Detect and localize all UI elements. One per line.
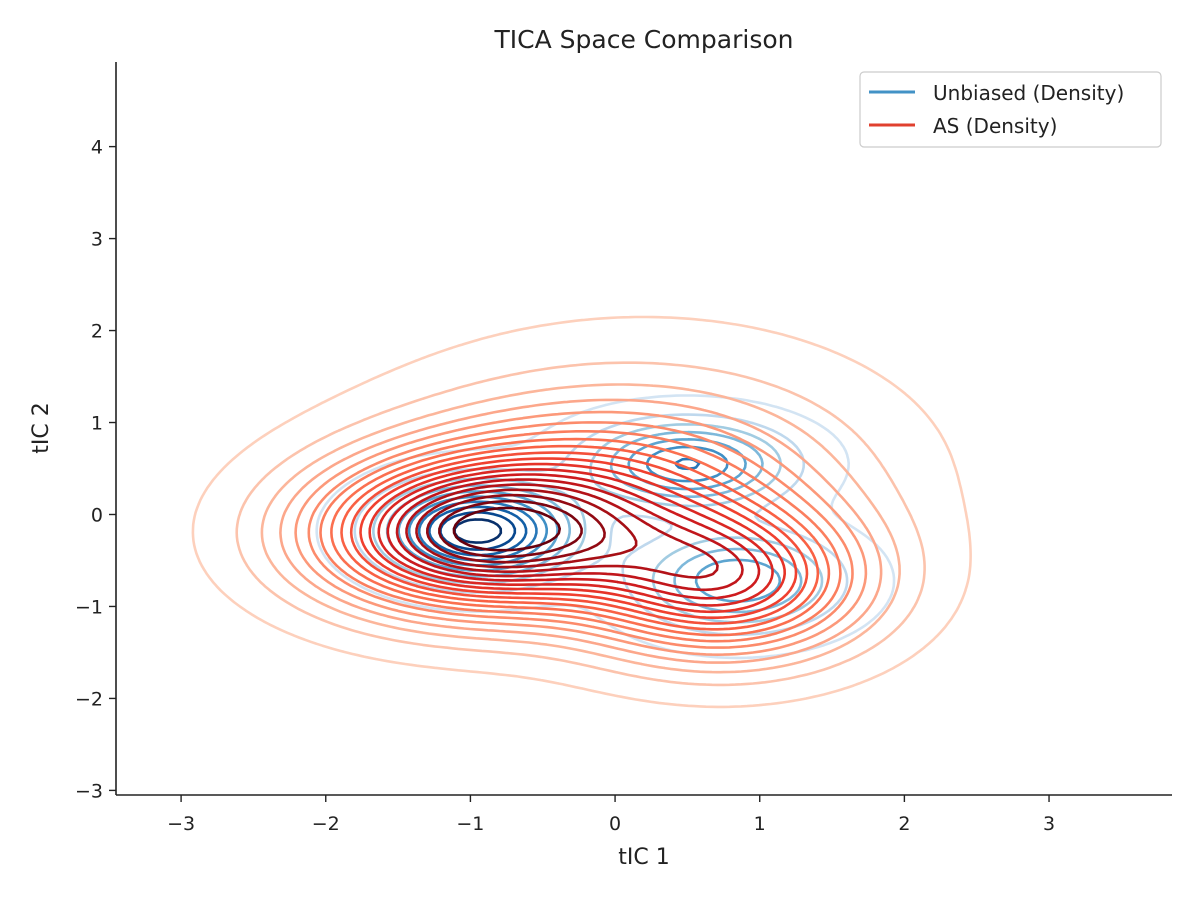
- y-tick-label: 3: [91, 229, 103, 251]
- contour-line: [453, 518, 503, 544]
- x-tick-label: 2: [898, 813, 910, 835]
- contour-line: [386, 473, 761, 600]
- contour-line: [395, 478, 744, 592]
- contour-line: [405, 483, 719, 579]
- contour-line: [452, 506, 561, 552]
- legend: Unbiased (Density) AS (Density): [859, 71, 1162, 148]
- contour-line: [294, 410, 868, 656]
- contour-line: [330, 437, 831, 637]
- contour-line: [279, 398, 883, 664]
- y-tick-label: −1: [75, 596, 103, 618]
- contour-series-as: [191, 315, 972, 709]
- x-tick-label: 0: [609, 813, 621, 835]
- x-tick-label: −3: [167, 813, 195, 835]
- contour-layer: [191, 315, 972, 709]
- y-tick-label: −2: [75, 688, 103, 710]
- contour-line: [415, 488, 638, 569]
- x-tick-label: 3: [1043, 813, 1055, 835]
- contour-line: [377, 468, 774, 607]
- contour-line: [359, 457, 798, 619]
- y-tick-label: 4: [91, 137, 103, 159]
- legend-box: [859, 71, 1162, 148]
- y-tick-label: 0: [91, 504, 103, 526]
- y-axis-label: tIC 2: [29, 402, 54, 453]
- legend-label-as: AS (Density): [933, 114, 1057, 138]
- contour-line: [349, 451, 809, 625]
- y-tick-label: 2: [91, 321, 103, 343]
- x-axis-label: tIC 1: [618, 845, 669, 870]
- x-tick-label: −2: [312, 813, 340, 835]
- y-tick-label: −3: [75, 780, 103, 802]
- x-tick-label: 1: [754, 813, 766, 835]
- chart-title: TICA Space Comparison: [494, 25, 794, 54]
- y-tick-label: 1: [91, 413, 103, 435]
- x-tick-label: −1: [456, 813, 484, 835]
- legend-label-unbiased: Unbiased (Density): [933, 81, 1124, 105]
- contour-line: [438, 499, 583, 558]
- contour-line: [319, 430, 842, 643]
- contour-line: [307, 421, 854, 649]
- y-axis-ticks: −3 −2 −1 0 1 2 3 4: [75, 137, 116, 802]
- contour-line: [260, 383, 901, 674]
- contour-line: [340, 444, 820, 631]
- x-axis-ticks: −3 −2 −1 0 1 2 3: [167, 795, 1055, 835]
- contour-line: [191, 315, 972, 709]
- contour-line: [426, 493, 606, 564]
- contour-line: [368, 462, 786, 614]
- contour-line: [235, 361, 926, 687]
